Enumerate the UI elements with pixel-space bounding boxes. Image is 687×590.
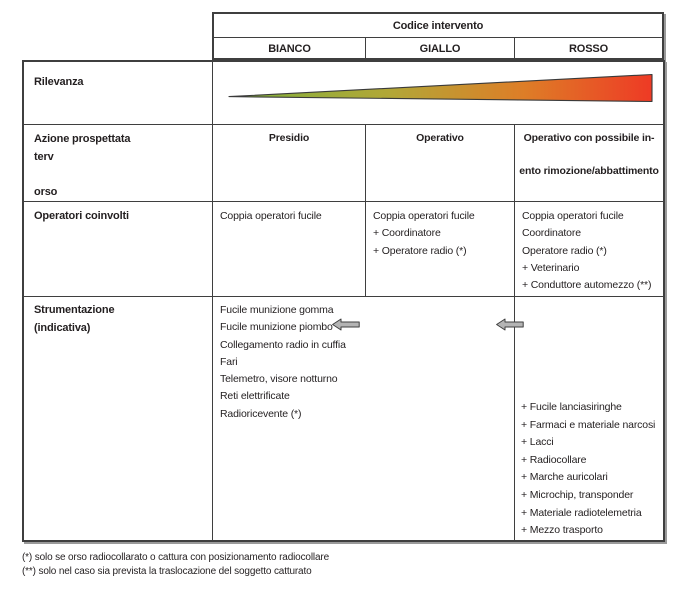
same-as-left-arrow-icon bbox=[332, 318, 360, 331]
header-title: Codice intervento bbox=[214, 14, 662, 38]
strumentazione-item: Collegamento radio in cuffia bbox=[220, 338, 346, 351]
azione-label-line: orso bbox=[34, 185, 58, 198]
footnote-single-asterisk: (*) solo se orso radiocollarato o cattur… bbox=[22, 552, 329, 563]
strumentazione-label-line: (indicativa) bbox=[34, 321, 91, 334]
strumentazione-rosso-cell: + Fucile lanciasiringhe + Farmaci e mate… bbox=[514, 296, 663, 540]
strumentazione-item: + Radiocollare bbox=[521, 453, 587, 466]
azione-rosso-line: ento rimozione/abbattimento bbox=[519, 165, 659, 177]
operatori-item: Coppia operatori fucile bbox=[220, 210, 322, 222]
same-as-left-arrow-icon bbox=[496, 318, 524, 331]
intervention-table: Rilevanza Azione prospettata terv orso bbox=[22, 60, 665, 542]
strumentazione-bianco-giallo-cell: Fucile munizione gomma Fucile munizione … bbox=[212, 296, 514, 540]
column-header-giallo: GIALLO bbox=[365, 38, 514, 59]
azione-bianco-cell: Presidio bbox=[212, 124, 365, 201]
operatori-item: Coppia operatori fucile bbox=[373, 210, 475, 222]
operatori-item: + Operatore radio (*) bbox=[373, 244, 467, 257]
strumentazione-item: + Fucile lanciasiringhe bbox=[521, 401, 622, 413]
operatori-item: + Veterinario bbox=[522, 261, 580, 274]
row-label-operatori: Operatori coinvolti bbox=[24, 201, 212, 296]
strumentazione-item: Radioricevente (*) bbox=[220, 407, 302, 420]
relevance-gradient-triangle-icon bbox=[228, 73, 653, 103]
row-label-azione: Azione prospettata terv orso bbox=[24, 124, 212, 201]
footnotes: (*) solo se orso radiocollarato o cattur… bbox=[22, 551, 329, 579]
strumentazione-item: Fucile munizione piombo bbox=[220, 321, 333, 334]
azione-label-line: terv bbox=[34, 150, 54, 163]
operatori-item: + Conduttore automezzo (**) bbox=[522, 279, 652, 292]
strumentazione-item: + Lacci bbox=[521, 436, 554, 449]
operatori-rosso-cell: Coppia operatori fucile Coordinatore Ope… bbox=[514, 201, 663, 296]
row-label-strumentazione: Strumentazione (indicativa) bbox=[24, 296, 212, 540]
header-columns: BIANCO GIALLO ROSSO bbox=[214, 38, 662, 59]
operatori-item: Coordinatore bbox=[522, 227, 581, 240]
column-header-bianco: BIANCO bbox=[268, 42, 311, 55]
operatori-bianco-cell: Coppia operatori fucile bbox=[212, 201, 365, 296]
operatori-giallo-cell: Coppia operatori fucile + Coordinatore +… bbox=[365, 201, 514, 296]
azione-label-line: Azione prospettata bbox=[34, 133, 131, 145]
strumentazione-item: + Marche auricolari bbox=[521, 471, 608, 484]
operatori-item: Coppia operatori fucile bbox=[522, 210, 624, 222]
relevance-cell bbox=[212, 62, 663, 124]
strumentazione-item: + Materiale radiotelemetria bbox=[521, 506, 642, 519]
strumentazione-item: + Farmaci e materiale narcosi bbox=[521, 418, 656, 431]
footnote-double-asterisk: (**) solo nel caso sia prevista la trasl… bbox=[22, 566, 312, 577]
strumentazione-item: Telemetro, visore notturno bbox=[220, 373, 338, 386]
azione-label-line bbox=[34, 166, 204, 184]
strumentazione-item: Reti elettrificate bbox=[220, 390, 290, 403]
row-label-rilevanza: Rilevanza bbox=[34, 76, 84, 88]
codice-intervento-header: Codice intervento BIANCO GIALLO ROSSO bbox=[212, 12, 664, 60]
column-header-rosso: ROSSO bbox=[514, 38, 662, 59]
strumentazione-item: Fari bbox=[220, 355, 238, 368]
operatori-item: Operatore radio (*) bbox=[522, 244, 607, 257]
strumentazione-label-line: Strumentazione bbox=[34, 304, 115, 316]
strumentazione-item: Fucile munizione gomma bbox=[220, 304, 334, 316]
azione-giallo-cell: Operativo bbox=[365, 124, 514, 201]
operatori-item: + Coordinatore bbox=[373, 227, 441, 240]
azione-rosso-line: Operativo con possibile in- bbox=[523, 132, 655, 144]
strumentazione-item: + Mezzo trasporto bbox=[521, 524, 603, 537]
strumentazione-item: + Microchip, transponder bbox=[521, 488, 634, 501]
azione-rosso-cell: Operativo con possibile in- ento rimozio… bbox=[514, 124, 663, 201]
